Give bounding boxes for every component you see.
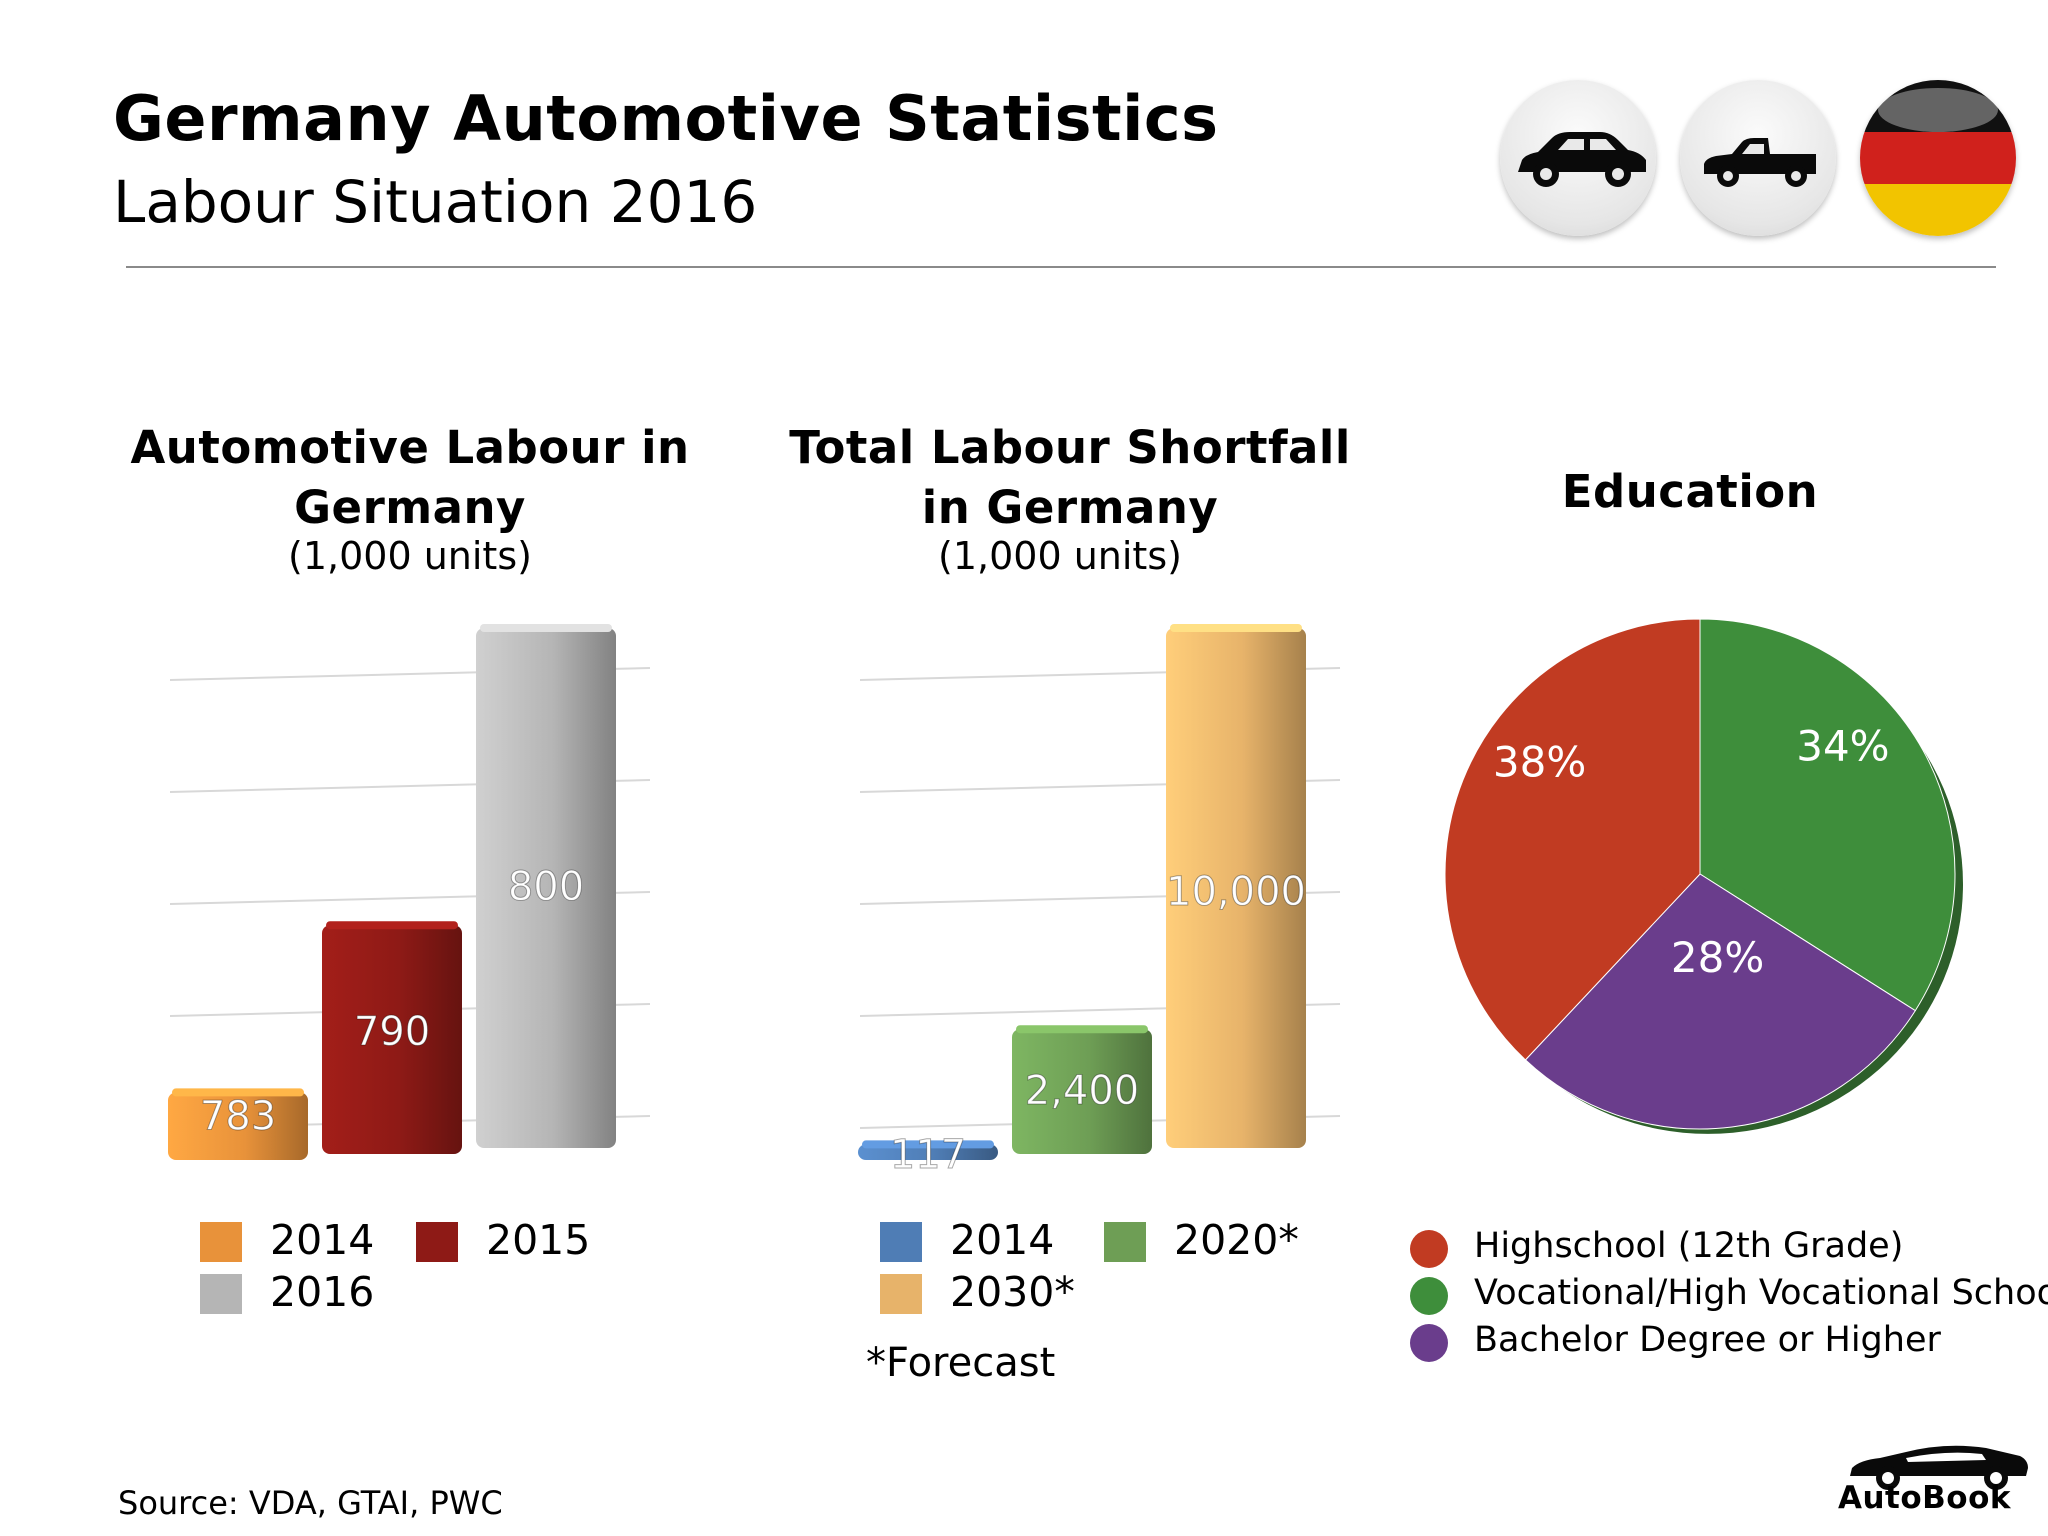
bar-value-label: 790 — [354, 1009, 430, 1055]
brand-name: AutoBook — [1838, 1480, 2012, 1516]
source-note: Source: VDA, GTAI, PWC — [118, 1484, 503, 1522]
chart2-bar-chart: 117 2,400 10,000 — [858, 624, 1341, 1179]
legend-swatch — [416, 1222, 458, 1262]
bar-value-label: 2,400 — [1025, 1068, 1140, 1114]
legend-label: Bachelor Degree or Higher — [1474, 1320, 1941, 1360]
pie-slice-1 — [1699, 618, 1956, 1012]
legend-label: 2030* — [950, 1268, 1075, 1316]
legend-swatch — [880, 1222, 922, 1262]
pie-slice-0 — [1444, 618, 1701, 1061]
page-title: Germany Automotive Statistics — [113, 82, 1219, 155]
chart1-title: Automotive Labour in Germany — [130, 421, 690, 534]
legend-label: 2015 — [486, 1216, 591, 1264]
legend-label: 2016 — [270, 1268, 375, 1316]
pickup-truck-icon — [1680, 80, 1836, 236]
pie-value-label: 38% — [1493, 737, 1586, 786]
legend-swatch — [880, 1274, 922, 1314]
chart3-pie-chart: 38% 34% 28% — [1444, 618, 1963, 1134]
legend-label: 2014 — [950, 1216, 1055, 1264]
bar-value-label: 800 — [508, 864, 584, 910]
chart1-bar-chart: 783 790 800 — [168, 624, 651, 1160]
bar-value-label: 117 — [890, 1132, 966, 1178]
chart1-subtitle: (1,000 units) — [288, 534, 532, 578]
pie-value-label: 34% — [1796, 721, 1889, 770]
bar-value-label: 10,000 — [1166, 869, 1306, 915]
legend-swatch — [1104, 1222, 1146, 1262]
forecast-note: *Forecast — [866, 1340, 1056, 1386]
header-divider — [126, 266, 1996, 268]
chart2-title: Total Labour Shortfall in Germany — [789, 421, 1351, 534]
legend-swatch — [1410, 1277, 1448, 1315]
bar-2016 — [476, 628, 616, 1148]
legend-label: 2020* — [1174, 1216, 1299, 1264]
legend-swatch — [200, 1274, 242, 1314]
legend-swatch — [1410, 1230, 1448, 1268]
legend-label: Highschool (12th Grade) — [1474, 1226, 1904, 1266]
page-subtitle: Labour Situation 2016 — [113, 168, 758, 236]
bar-2015 — [322, 925, 462, 1154]
germany-flag-icon — [1860, 80, 2016, 236]
pie-slice-2 — [1524, 873, 1916, 1130]
legend-swatch — [200, 1222, 242, 1262]
sedan-car-icon — [1500, 80, 1656, 236]
legend-label: Vocational/High Vocational School — [1474, 1273, 2048, 1313]
chart2-subtitle: (1,000 units) — [938, 534, 1182, 578]
bar-2020 — [1012, 1029, 1152, 1154]
autobook-logo-icon — [1850, 1445, 2028, 1490]
legend-swatch — [1410, 1324, 1448, 1362]
pie-value-label: 28% — [1671, 933, 1764, 982]
chart3-title: Education — [1561, 465, 1819, 518]
legend-label: 2014 — [270, 1216, 375, 1264]
bar-2030 — [1166, 628, 1306, 1148]
bar-value-label: 783 — [200, 1094, 276, 1140]
bar-2014 — [168, 1092, 308, 1160]
